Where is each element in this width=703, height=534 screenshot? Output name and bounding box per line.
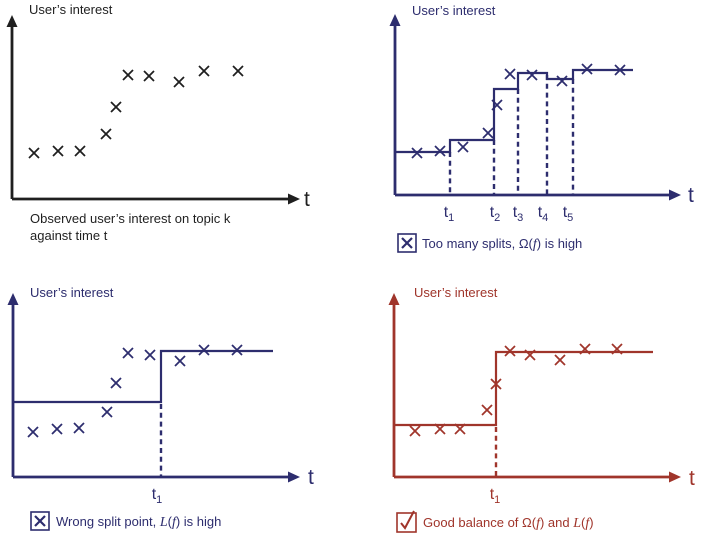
x-axis-label: t bbox=[308, 466, 314, 489]
data-point-x-mark bbox=[27, 426, 39, 438]
data-point-x-mark bbox=[52, 145, 64, 157]
data-point-x-mark bbox=[231, 344, 243, 356]
panel-wrong-split-point-chart: User’s interest t t1 Wrong split point, L(f… bbox=[7, 285, 314, 531]
x-axis-label: t bbox=[304, 188, 310, 211]
panel-too-many-splits-chart: User’s interest t t1 t2 t3 t4 t5 Too many split… bbox=[389, 3, 694, 253]
data-point-x-mark bbox=[100, 128, 112, 140]
data-point-x-mark bbox=[411, 147, 423, 159]
data-point-x-mark bbox=[526, 69, 538, 81]
data-point-x-mark bbox=[143, 70, 155, 82]
panel-title: User’s interest bbox=[29, 2, 113, 17]
data-point-x-mark bbox=[614, 64, 626, 76]
data-point-x-mark bbox=[434, 423, 446, 435]
data-point-x-mark bbox=[454, 423, 466, 435]
caption-text: against time t bbox=[30, 228, 108, 243]
step-function-line bbox=[13, 349, 273, 404]
data-point-x-mark bbox=[110, 101, 122, 113]
x-axis-arrow bbox=[288, 471, 300, 483]
data-point-x-mark bbox=[198, 344, 210, 356]
data-point-x-mark bbox=[579, 343, 591, 355]
data-point-x-mark bbox=[481, 404, 493, 416]
data-point-x-mark bbox=[504, 68, 516, 80]
cross-box-icon bbox=[397, 233, 417, 253]
data-point-x-mark bbox=[434, 145, 446, 157]
caption-text: Too many splits, Ω(f) is high bbox=[422, 236, 582, 252]
data-point-x-mark bbox=[504, 345, 516, 357]
tick-label-t4: t4 bbox=[538, 204, 549, 224]
data-point-x-mark bbox=[122, 69, 134, 81]
x-axis-arrow bbox=[669, 189, 681, 201]
x-axis-arrow bbox=[288, 193, 300, 205]
y-axis-arrow bbox=[389, 14, 401, 26]
data-point-x-mark bbox=[524, 349, 536, 361]
step-function-line bbox=[395, 68, 633, 154]
tick-label-t2: t2 bbox=[490, 204, 501, 224]
x-axis-arrow bbox=[669, 471, 681, 483]
data-point-x-mark bbox=[554, 354, 566, 366]
data-point-x-mark bbox=[198, 65, 210, 77]
data-point-x-mark bbox=[144, 349, 156, 361]
tick-label-t1: t1 bbox=[152, 486, 163, 506]
data-point-x-mark bbox=[409, 425, 421, 437]
data-point-x-mark bbox=[611, 343, 623, 355]
panel-title: User’s interest bbox=[414, 285, 498, 300]
tick-label-t5: t5 bbox=[563, 204, 574, 224]
data-point-x-mark bbox=[232, 65, 244, 77]
panel-title: User’s interest bbox=[412, 3, 496, 18]
data-point-x-mark bbox=[110, 377, 122, 389]
data-point-x-mark bbox=[173, 76, 185, 88]
data-point-x-mark bbox=[74, 145, 86, 157]
panel-good-balance-chart: User’s interest t t1 Good balance of Ω(f) a… bbox=[388, 285, 695, 533]
y-axis-arrow bbox=[7, 293, 19, 305]
data-point-x-mark bbox=[122, 347, 134, 359]
data-point-x-mark bbox=[581, 63, 593, 75]
step-function-line bbox=[394, 350, 653, 427]
tick-label-t1: t1 bbox=[490, 486, 501, 506]
data-point-x-mark bbox=[51, 423, 63, 435]
caption-text: Observed user’s interest on topic k bbox=[30, 211, 231, 226]
data-point-x-mark bbox=[101, 406, 113, 418]
data-point-x-mark bbox=[73, 422, 85, 434]
data-point-x-mark bbox=[28, 147, 40, 159]
panel-observed-scatter-chart: User’s interest t Observed user’s interest… bbox=[6, 2, 310, 243]
y-axis-arrow bbox=[6, 15, 18, 27]
data-point-x-mark bbox=[457, 141, 469, 153]
panel-title: User’s interest bbox=[30, 285, 114, 300]
caption-text: Good balance of Ω(f) and L(f) bbox=[423, 515, 594, 531]
data-point-x-mark bbox=[556, 75, 568, 87]
tick-label-t1: t1 bbox=[444, 204, 455, 224]
tick-label-t3: t3 bbox=[513, 204, 524, 224]
x-axis-label: t bbox=[689, 467, 695, 490]
caption-text: Wrong split point, L(f) is high bbox=[56, 514, 221, 530]
data-point-x-mark bbox=[490, 378, 502, 390]
data-point-x-mark bbox=[174, 355, 186, 367]
check-box-icon bbox=[396, 510, 417, 533]
y-axis-arrow bbox=[388, 293, 400, 305]
x-axis-label: t bbox=[688, 184, 694, 207]
data-point-x-mark bbox=[491, 99, 503, 111]
cross-box-icon bbox=[30, 511, 50, 531]
data-point-x-mark bbox=[482, 127, 494, 139]
